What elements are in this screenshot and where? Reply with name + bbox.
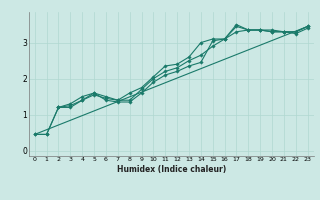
X-axis label: Humidex (Indice chaleur): Humidex (Indice chaleur): [116, 165, 226, 174]
